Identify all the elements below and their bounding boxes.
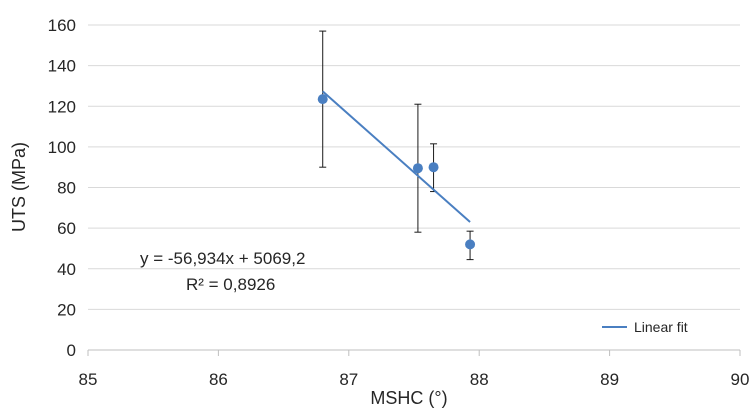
y-tick-label: 20 xyxy=(57,300,76,319)
x-tick-label: 90 xyxy=(731,370,750,389)
x-tick-label: 87 xyxy=(339,370,358,389)
legend: Linear fit xyxy=(602,319,688,335)
gridlines xyxy=(87,24,741,356)
x-tick-label: 88 xyxy=(470,370,489,389)
fit-r-squared: R² = 0,8926 xyxy=(186,275,275,294)
fit-equation: y = -56,934x + 5069,2 xyxy=(140,249,305,268)
x-tick-label: 85 xyxy=(79,370,98,389)
y-tick-label: 60 xyxy=(57,219,76,238)
data-point xyxy=(465,239,476,250)
y-tick-label: 100 xyxy=(48,138,76,157)
y-tick-label: 140 xyxy=(48,57,76,76)
linear-fit-line xyxy=(322,90,471,223)
tick-labels: 0 20 40 60 80 100 120 140 160 85 86 87 88 89 90 xyxy=(48,16,750,389)
data-points xyxy=(317,94,476,250)
x-tick-label: 89 xyxy=(600,370,619,389)
x-tick-label: 86 xyxy=(209,370,228,389)
data-point xyxy=(428,162,439,173)
data-point xyxy=(412,163,423,174)
y-tick-label: 80 xyxy=(57,179,76,198)
y-tick-label: 120 xyxy=(48,97,76,116)
x-axis-title: MSHC (°) xyxy=(370,388,447,408)
y-axis-title: UTS (MPa) xyxy=(9,142,29,232)
y-tick-label: 0 xyxy=(67,341,76,360)
data-point xyxy=(317,94,328,105)
fit-line-group xyxy=(322,90,471,223)
legend-label: Linear fit xyxy=(634,319,688,335)
y-tick-label: 160 xyxy=(48,16,76,35)
y-tick-label: 40 xyxy=(57,260,76,279)
